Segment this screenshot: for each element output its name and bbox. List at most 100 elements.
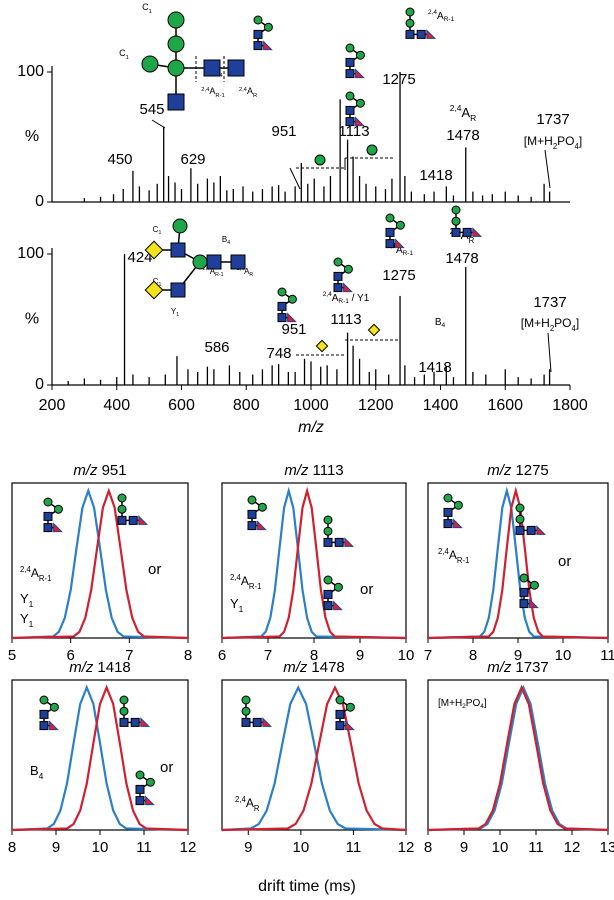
glycan-symbol	[335, 721, 345, 731]
drift-curve	[427, 486, 609, 640]
glycan-symbol	[117, 504, 127, 514]
panel-title-part: 1737	[515, 659, 548, 676]
glycan-symbol	[172, 218, 188, 234]
annotation-part: 2,4	[203, 266, 210, 272]
annotation-part: 4	[219, 73, 223, 79]
glycan-symbol	[333, 283, 343, 293]
annotation: 1478	[445, 250, 478, 267]
glycan-symbol	[119, 706, 129, 716]
annotation-part: R	[254, 804, 260, 813]
glycan-symbol	[451, 216, 461, 226]
glycan-symbol	[247, 495, 257, 505]
annotation-part: ]	[579, 134, 582, 148]
glycan-symbol	[49, 702, 59, 712]
annotation-part: 2,4	[230, 573, 242, 582]
drift-curve	[11, 487, 189, 640]
panel-title-part: m/z	[73, 462, 98, 479]
glycan-symbol	[345, 720, 355, 731]
glycan-symbol	[43, 497, 53, 507]
glycan-symbol	[135, 784, 145, 794]
annotation: 424	[127, 249, 152, 266]
glycan-symbol	[138, 515, 149, 525]
annotation: [M+H2PO4]	[521, 316, 579, 332]
plot-frame	[221, 482, 407, 639]
glycan-symbol	[241, 706, 251, 716]
annotation-part: 2,4	[438, 547, 450, 556]
annotation: C1	[119, 48, 129, 60]
annotation: 2,4AR-1	[201, 86, 225, 98]
annotation: 1737	[536, 111, 569, 128]
x-tick-label: 10	[293, 839, 310, 856]
x-tick-label: 7	[424, 647, 432, 664]
annotation-part: 545	[139, 101, 164, 118]
annotation-part: PO	[554, 316, 571, 330]
glycan-symbol	[145, 777, 155, 787]
annotation-part: A	[332, 293, 339, 304]
panel-title-part: m/z	[487, 659, 512, 676]
glycan-symbol	[287, 294, 297, 304]
glycan-symbol	[405, 18, 415, 28]
y-tick-label: 0	[35, 193, 44, 210]
annotation-part: R-1	[215, 272, 223, 278]
annotation-part: 629	[180, 151, 205, 168]
x-tick-label: 1600	[487, 397, 523, 414]
y-tick-label: 100	[17, 63, 44, 80]
glycan-symbol	[117, 493, 127, 503]
annotation-part: PO	[557, 134, 574, 148]
annotation-part: R-1	[215, 93, 224, 99]
annotation-part: 1	[126, 55, 129, 61]
x-tick-label: 8	[8, 839, 16, 856]
glycan-symbol	[451, 205, 461, 215]
glycan-symbol	[345, 117, 355, 127]
glycan-symbol	[323, 515, 333, 525]
x-tick-label: 600	[168, 397, 195, 414]
glycan-symbol	[247, 521, 257, 531]
glycan-symbol	[257, 520, 267, 531]
glycan-symbol	[334, 537, 344, 547]
drift-curve	[427, 684, 609, 832]
x-tick-label: 10	[92, 839, 109, 856]
drift-curve	[221, 684, 407, 832]
annotation-part: 1	[239, 604, 244, 614]
glycan-symbol	[385, 239, 395, 249]
annotation-part: A	[31, 566, 39, 580]
annotation: 1478	[446, 127, 479, 144]
glycan-symbol	[253, 29, 263, 39]
glycan-symbol	[192, 254, 208, 270]
glycan-symbol	[453, 500, 463, 510]
glycan-symbol	[529, 580, 539, 590]
glycan-symbol	[144, 280, 164, 300]
panel-title-part: m/z	[487, 462, 512, 479]
drift-axis-label: drift time (ms)	[258, 878, 356, 895]
glycan-symbol	[167, 11, 185, 29]
annotation-part: Y	[20, 611, 29, 626]
annotation: 1113	[330, 311, 361, 328]
glycan-symbol	[277, 313, 287, 323]
annotation-part: Y	[20, 591, 29, 606]
glycan-symbol	[241, 695, 251, 705]
glycan-symbol	[203, 59, 221, 77]
annotation: C1	[142, 2, 152, 14]
annotation-part: 1113	[330, 311, 361, 328]
plot-frame	[221, 679, 407, 831]
panel-title: m/z 951	[73, 462, 126, 479]
annotation-part: 2,4	[450, 103, 462, 113]
glycan-symbol	[119, 695, 129, 705]
glycan-symbol	[385, 213, 395, 223]
x-tick-label: 200	[39, 397, 66, 414]
annotation-part: 2,4	[239, 87, 248, 93]
x-tick-label: 10	[398, 647, 415, 664]
glycan-symbol	[39, 709, 49, 719]
annotation-part: 748	[266, 345, 291, 362]
x-tick-label: 6	[66, 647, 74, 664]
x-tick-label: 10	[555, 647, 572, 664]
annotation-part: R-1	[403, 250, 414, 257]
glycan-symbol	[385, 227, 395, 237]
panel-title: m/z 1275	[487, 462, 549, 479]
glycan-symbol	[323, 589, 333, 599]
glycan-symbol	[39, 695, 49, 705]
glycan-symbol	[227, 59, 245, 77]
annotation: C1	[153, 277, 162, 288]
x-tick-label: 8	[424, 839, 432, 856]
